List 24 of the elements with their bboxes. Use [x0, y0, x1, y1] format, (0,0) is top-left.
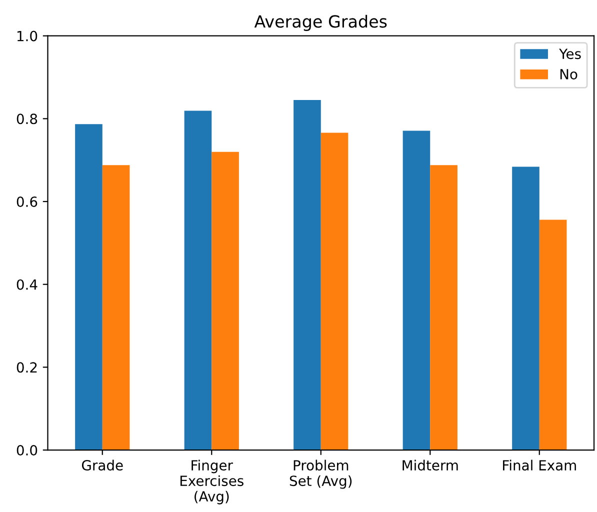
x-tick-label: Final Exam — [503, 460, 576, 471]
y-tick-label: 0.4 — [16, 279, 38, 290]
bar — [184, 110, 212, 450]
bar — [75, 124, 102, 450]
chart-title: Average Grades — [254, 14, 387, 31]
bar — [402, 130, 430, 450]
x-tick-label: Midterm — [402, 460, 458, 471]
y-tick-label: 0.0 — [16, 445, 38, 456]
bar — [430, 165, 458, 450]
y-tick-label: 0.6 — [16, 196, 38, 207]
bar — [512, 166, 540, 450]
bar — [294, 100, 321, 450]
bar — [212, 152, 239, 450]
legend-label: No — [560, 69, 578, 80]
y-tick-label: 0.2 — [16, 362, 37, 373]
y-tick-label: 1.0 — [17, 30, 38, 42]
x-tick-label: Finger Exercises (Avg) — [180, 460, 244, 504]
y-tick-label: 0.8 — [16, 114, 38, 124]
x-tick-label: Problem Set (Avg) — [290, 460, 352, 489]
bar — [320, 132, 348, 450]
x-tick-label: Grade — [82, 460, 123, 471]
bar — [102, 165, 130, 450]
legend-label: Yes — [559, 48, 581, 60]
bar — [539, 220, 567, 450]
